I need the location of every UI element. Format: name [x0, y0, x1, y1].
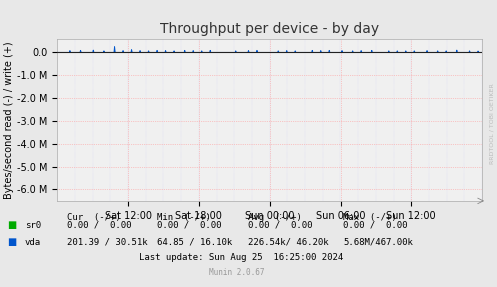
Text: Min  (-/+): Min (-/+): [157, 213, 210, 222]
Title: Throughput per device - by day: Throughput per device - by day: [160, 22, 379, 36]
Text: 201.39 / 30.51k: 201.39 / 30.51k: [67, 238, 148, 247]
Text: 226.54k/ 46.20k: 226.54k/ 46.20k: [248, 238, 329, 247]
Text: 0.00 /  0.00: 0.00 / 0.00: [157, 221, 221, 230]
Text: Max  (-/+): Max (-/+): [343, 213, 397, 222]
Text: 0.00 /  0.00: 0.00 / 0.00: [67, 221, 132, 230]
Text: Cur  (-/+): Cur (-/+): [67, 213, 121, 222]
Y-axis label: Bytes/second read (-) / write (+): Bytes/second read (-) / write (+): [4, 41, 14, 199]
Text: 64.85 / 16.10k: 64.85 / 16.10k: [157, 238, 232, 247]
Text: Avg  (-/+): Avg (-/+): [248, 213, 302, 222]
Text: sr0: sr0: [25, 221, 41, 230]
Text: vda: vda: [25, 238, 41, 247]
Text: RRDTOOL / TOBI OETIKER: RRDTOOL / TOBI OETIKER: [489, 83, 494, 164]
Text: ■: ■: [7, 237, 17, 247]
Text: ■: ■: [7, 220, 17, 230]
Text: 5.68M/467.00k: 5.68M/467.00k: [343, 238, 413, 247]
Text: Last update: Sun Aug 25  16:25:00 2024: Last update: Sun Aug 25 16:25:00 2024: [139, 253, 343, 262]
Text: 0.00 /  0.00: 0.00 / 0.00: [248, 221, 313, 230]
Text: 0.00 /  0.00: 0.00 / 0.00: [343, 221, 408, 230]
Text: Munin 2.0.67: Munin 2.0.67: [209, 268, 264, 277]
